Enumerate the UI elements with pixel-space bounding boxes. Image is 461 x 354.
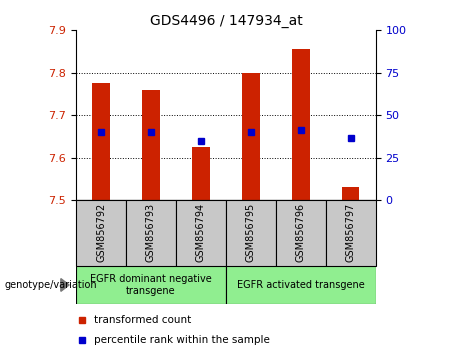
Bar bbox=[276, 200, 326, 266]
Bar bbox=[92, 83, 110, 200]
Text: GSM856793: GSM856793 bbox=[146, 203, 156, 262]
Text: GSM856794: GSM856794 bbox=[196, 203, 206, 262]
Text: GSM856796: GSM856796 bbox=[296, 203, 306, 262]
Bar bbox=[226, 200, 276, 266]
Bar bbox=[142, 90, 160, 200]
Bar bbox=[176, 200, 226, 266]
Text: EGFR dominant negative
transgene: EGFR dominant negative transgene bbox=[90, 274, 212, 296]
Bar bbox=[192, 147, 210, 200]
Bar bbox=[342, 187, 360, 200]
Text: EGFR activated transgene: EGFR activated transgene bbox=[237, 280, 365, 290]
Text: percentile rank within the sample: percentile rank within the sample bbox=[94, 335, 270, 345]
Text: GSM856797: GSM856797 bbox=[346, 203, 356, 262]
Bar bbox=[292, 49, 309, 200]
Bar bbox=[76, 266, 226, 304]
Bar bbox=[326, 200, 376, 266]
Text: genotype/variation: genotype/variation bbox=[5, 280, 97, 290]
Text: GSM856795: GSM856795 bbox=[246, 203, 256, 262]
Bar bbox=[226, 266, 376, 304]
Text: transformed count: transformed count bbox=[94, 315, 191, 325]
Title: GDS4496 / 147934_at: GDS4496 / 147934_at bbox=[149, 14, 302, 28]
Bar bbox=[76, 200, 126, 266]
Text: GSM856792: GSM856792 bbox=[96, 203, 106, 262]
Bar bbox=[126, 200, 176, 266]
Bar bbox=[242, 73, 260, 200]
